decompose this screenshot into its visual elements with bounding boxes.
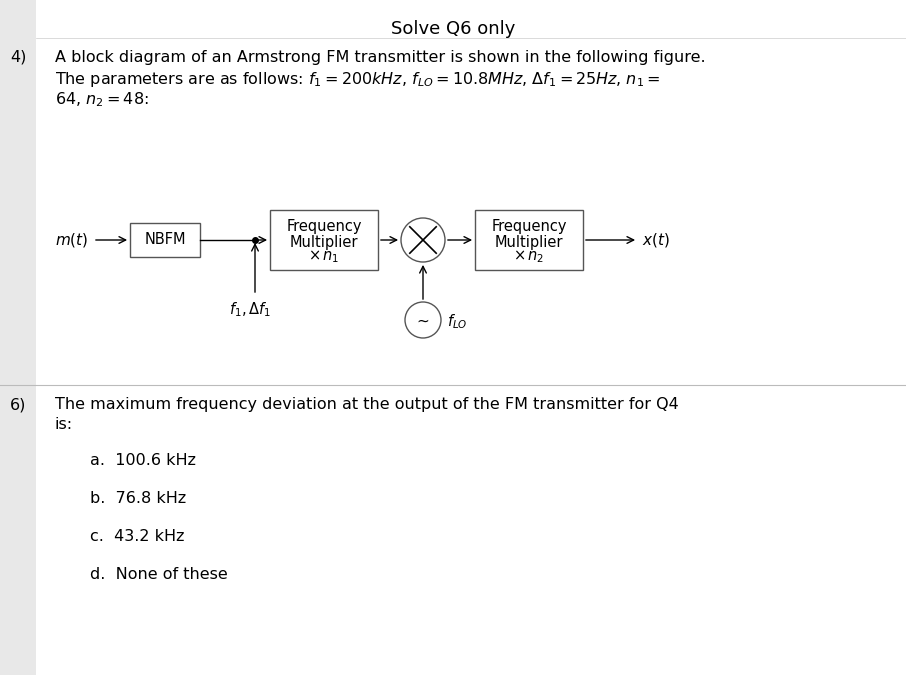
Text: ~: ~ (417, 313, 429, 329)
Text: Frequency: Frequency (286, 219, 361, 234)
Bar (0, 385, 36, 675)
Text: NBFM: NBFM (144, 232, 186, 248)
Text: d.  None of these: d. None of these (90, 567, 227, 582)
Text: $x(t)$: $x(t)$ (642, 231, 670, 249)
Bar (0, 0, 36, 675)
Text: 4): 4) (10, 50, 26, 65)
Bar (475, 210, 583, 270)
Bar (130, 223, 200, 257)
Text: 6): 6) (10, 397, 26, 412)
Text: $m(t)$: $m(t)$ (55, 231, 89, 249)
Text: Frequency: Frequency (491, 219, 567, 234)
Text: $\times\, n_2$: $\times\, n_2$ (514, 248, 545, 265)
Text: $f_1, \Delta f_1$: $f_1, \Delta f_1$ (229, 300, 271, 319)
Text: $\times\, n_1$: $\times\, n_1$ (308, 248, 340, 265)
Text: b.  76.8 kHz: b. 76.8 kHz (90, 491, 187, 506)
Circle shape (401, 218, 445, 262)
Text: c.  43.2 kHz: c. 43.2 kHz (90, 529, 185, 544)
Text: A block diagram of an Armstrong FM transmitter is shown in the following figure.: A block diagram of an Armstrong FM trans… (55, 50, 706, 65)
Text: is:: is: (55, 417, 73, 432)
Text: Multiplier: Multiplier (495, 234, 564, 250)
Text: 64, $n_2 = 48$:: 64, $n_2 = 48$: (55, 90, 149, 109)
Text: Solve Q6 only: Solve Q6 only (390, 20, 516, 38)
Text: $f_{LO}$: $f_{LO}$ (447, 313, 467, 331)
Bar (270, 210, 378, 270)
Text: a.  100.6 kHz: a. 100.6 kHz (90, 453, 196, 468)
Text: The maximum frequency deviation at the output of the FM transmitter for Q4: The maximum frequency deviation at the o… (55, 397, 679, 412)
Circle shape (405, 302, 441, 338)
Text: The parameters are as follows: $f_1 = 200kHz$, $f_{LO} = 10.8MHz$, $\Delta f_1 =: The parameters are as follows: $f_1 = 20… (55, 70, 660, 89)
Text: Multiplier: Multiplier (290, 234, 358, 250)
